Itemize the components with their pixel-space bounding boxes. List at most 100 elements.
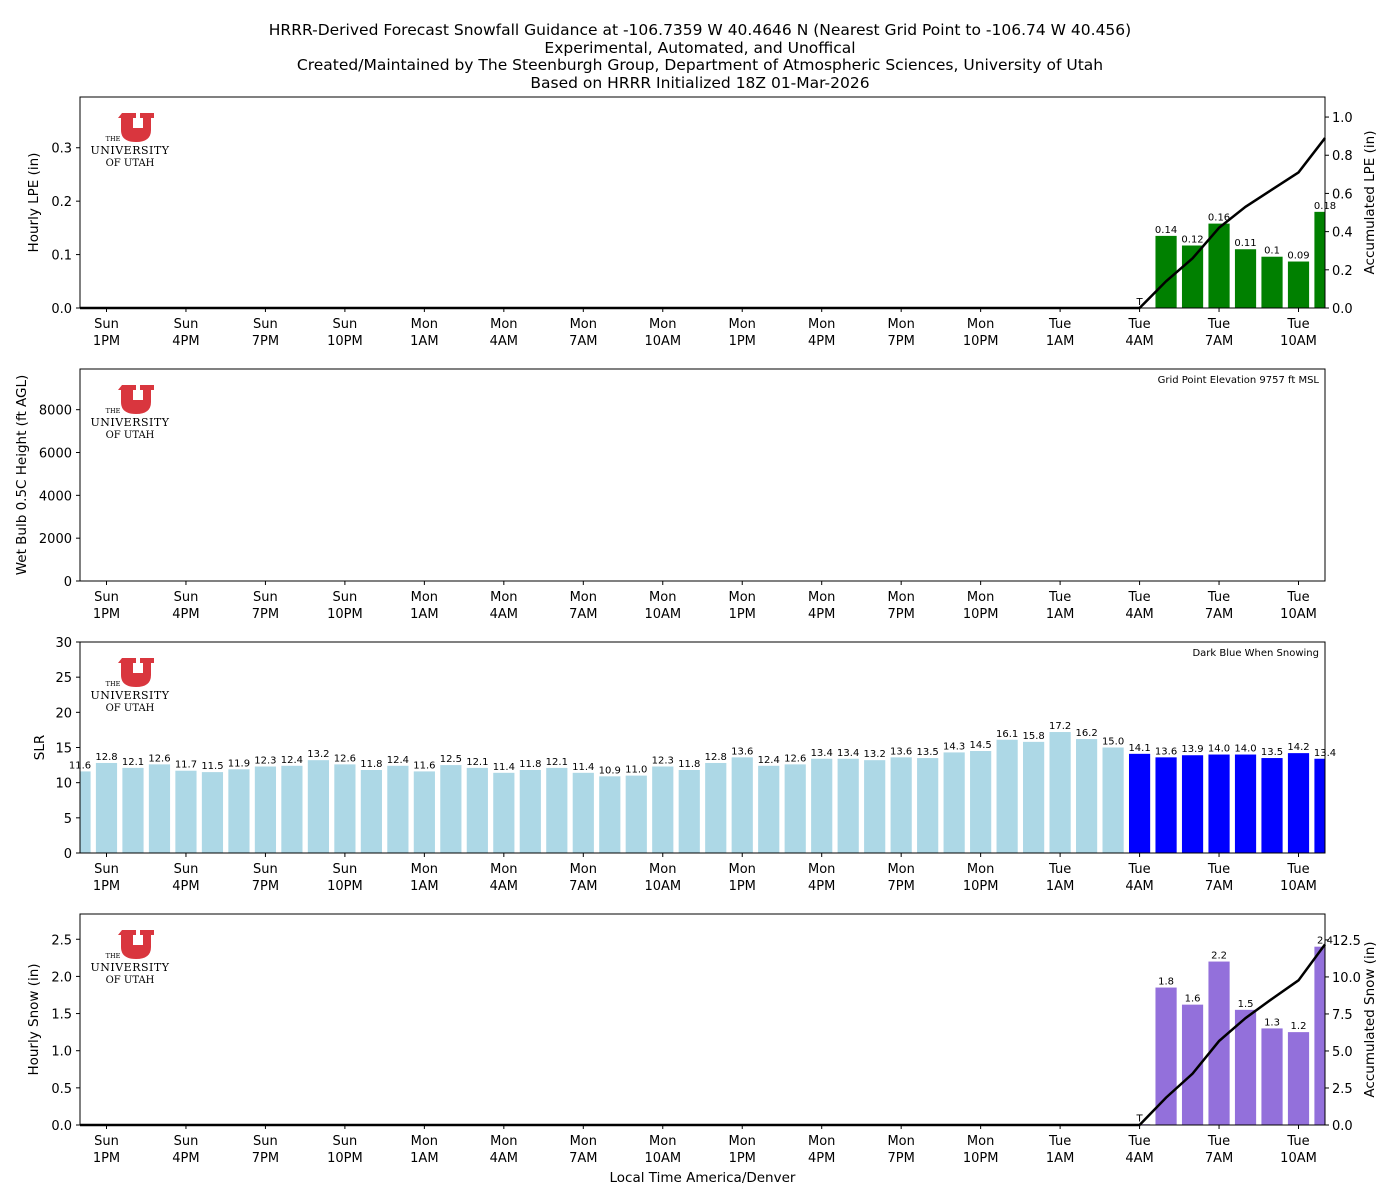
x-tick-label-time: 7PM — [888, 334, 915, 349]
logo-text-university: UNIVERSITY — [91, 961, 170, 974]
x-tick-label-day: Mon — [808, 590, 835, 605]
x-tick-label-day: Mon — [967, 590, 994, 605]
right-y-tick-label: 0.6 — [1332, 187, 1353, 202]
right-y-tick-label: 12.5 — [1332, 934, 1361, 949]
lpe-bar-label: 0.14 — [1155, 225, 1177, 236]
slr-bar-label: 14.5 — [970, 740, 992, 751]
slr-bar — [519, 770, 541, 853]
x-tick-label-time: 10AM — [644, 879, 681, 894]
y-axis-label: Wet Bulb 0.5C Height (ft AGL) — [14, 375, 30, 576]
x-tick-label-time: 7PM — [252, 1151, 279, 1166]
x-tick-label-day: Mon — [967, 862, 994, 877]
snow-bar — [1314, 946, 1325, 1125]
snow-bar — [1261, 1028, 1283, 1125]
y-tick-label: 2000 — [39, 532, 72, 547]
x-tick-label-day: Tue — [1207, 862, 1230, 877]
x-tick-label-day: Tue — [1048, 590, 1071, 605]
snow-bar — [1181, 1004, 1204, 1125]
y-tick-label: 1.0 — [51, 1045, 72, 1060]
x-tick-label-day: Mon — [649, 862, 676, 877]
slr-bar — [599, 776, 621, 853]
logo-text-university: UNIVERSITY — [91, 689, 170, 702]
y-tick-label: 0 — [64, 847, 72, 862]
title-line-2: Experimental, Automated, and Unoffical — [544, 38, 856, 57]
right-y-tick-label: 0.0 — [1332, 302, 1353, 317]
slr-bar — [970, 751, 992, 853]
slr-bar-label: 14.1 — [1128, 743, 1150, 754]
title-line-4: Based on HRRR Initialized 18Z 01-Mar-202… — [530, 73, 870, 92]
slr-bar — [228, 769, 250, 853]
right-y-tick-label: 0.4 — [1332, 226, 1353, 241]
slr-bar — [1261, 758, 1283, 853]
slr-bar — [1287, 753, 1310, 853]
chart-title: HRRR-Derived Forecast Snowfall Guidance … — [0, 21, 1400, 92]
slr-bar-label: 12.8 — [705, 752, 727, 763]
slr-bar — [1155, 757, 1177, 853]
x-tick-label-time: 10AM — [644, 607, 681, 622]
x-tick-label-time: 4PM — [172, 879, 199, 894]
panel-annotation: Dark Blue When Snowing — [1192, 648, 1319, 659]
right-y-tick-label: 1.0 — [1332, 111, 1353, 126]
snow-bar-label: T — [1136, 1113, 1144, 1124]
y-tick-label: 2.0 — [51, 970, 72, 985]
accumulated-snow-line — [80, 943, 1327, 1127]
y-tick-label: 4000 — [39, 489, 72, 504]
slr-bar — [890, 757, 912, 853]
x-tick-label-time: 4PM — [808, 607, 835, 622]
x-tick-label-time: 10PM — [963, 879, 999, 894]
slr-bar-label: 13.4 — [811, 748, 833, 759]
y-tick-label: 6000 — [39, 447, 72, 462]
slr-bar-label: 12.4 — [387, 755, 409, 766]
x-axis-label: Local Time America/Denver — [610, 1170, 796, 1186]
slr-bar — [546, 767, 568, 853]
plot-frame — [79, 913, 1326, 1126]
lpe-bar — [1155, 235, 1177, 308]
slr-bar — [440, 765, 462, 853]
slr-bar-label: 12.1 — [546, 757, 568, 768]
x-tick-label-time: 7AM — [569, 879, 597, 894]
slr-bar — [281, 765, 303, 853]
x-tick-label-day: Mon — [729, 317, 756, 332]
lpe-bar-label: 0.16 — [1208, 213, 1230, 224]
slr-bar-label: 13.2 — [307, 749, 329, 760]
y-tick-label: 20 — [55, 706, 72, 721]
lpe-bar — [1287, 261, 1310, 308]
x-tick-label-time: 1AM — [1046, 334, 1074, 349]
slr-bar-label: 13.6 — [1155, 746, 1177, 757]
x-tick-label-day: Tue — [1127, 317, 1150, 332]
x-tick-label-time: 7AM — [569, 1151, 597, 1166]
x-tick-label-day: Mon — [808, 317, 835, 332]
x-tick-label-time: 1PM — [729, 607, 756, 622]
slr-bar-label: 11.6 — [413, 760, 435, 771]
slr-bar — [387, 765, 409, 853]
slr-bar — [1314, 758, 1325, 853]
slr-bar-label: 11.4 — [572, 762, 594, 773]
x-tick-label-day: Tue — [1286, 590, 1309, 605]
x-tick-label-day: Sun — [174, 590, 199, 605]
x-tick-label-time: 4AM — [1125, 607, 1153, 622]
y-tick-label: 1.5 — [51, 1008, 72, 1023]
x-tick-label-time: 7AM — [569, 607, 597, 622]
slr-bar-label: 11.7 — [175, 760, 197, 771]
slr-bar-label: 12.4 — [281, 755, 303, 766]
x-tick-label-day: Mon — [490, 862, 517, 877]
logo-text-of-utah: OF UTAH — [106, 703, 155, 714]
slr-bar — [122, 767, 144, 853]
x-tick-label-time: 1PM — [93, 607, 120, 622]
x-tick-label-time: 1AM — [1046, 1151, 1074, 1166]
x-tick-label-day: Sun — [174, 862, 199, 877]
slr-bar-label: 12.6 — [148, 753, 170, 764]
y-axis-label: Hourly LPE (in) — [26, 153, 42, 253]
slr-bar-label: 12.3 — [254, 755, 276, 766]
slr-bar — [837, 758, 859, 853]
x-tick-label-time: 4PM — [808, 879, 835, 894]
slr-bar — [360, 770, 382, 853]
x-tick-label-day: Sun — [253, 1134, 278, 1149]
slr-bar — [996, 739, 1018, 853]
